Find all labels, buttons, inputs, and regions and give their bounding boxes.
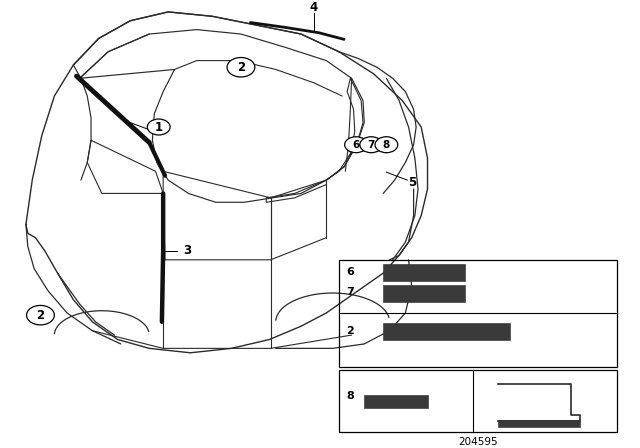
Text: 2: 2 <box>237 61 245 74</box>
Text: 5: 5 <box>408 176 417 189</box>
FancyBboxPatch shape <box>383 285 465 302</box>
Text: 8: 8 <box>347 391 355 401</box>
Text: 2: 2 <box>347 326 355 336</box>
FancyBboxPatch shape <box>364 395 428 408</box>
Text: 8: 8 <box>383 140 390 150</box>
FancyBboxPatch shape <box>383 264 465 281</box>
FancyBboxPatch shape <box>498 420 580 427</box>
Circle shape <box>26 306 54 325</box>
Text: 7: 7 <box>347 287 355 297</box>
Text: 4: 4 <box>310 1 318 14</box>
Circle shape <box>345 137 367 153</box>
Text: 6: 6 <box>353 140 360 150</box>
Text: 3: 3 <box>183 245 191 258</box>
Circle shape <box>147 119 170 135</box>
Text: 1: 1 <box>155 121 163 134</box>
Text: 6: 6 <box>347 267 355 277</box>
Text: 7: 7 <box>367 140 375 150</box>
FancyBboxPatch shape <box>383 323 509 340</box>
Circle shape <box>227 57 255 77</box>
Text: 2: 2 <box>36 309 45 322</box>
Circle shape <box>375 137 398 153</box>
Circle shape <box>360 137 383 153</box>
Text: 204595: 204595 <box>458 437 498 447</box>
